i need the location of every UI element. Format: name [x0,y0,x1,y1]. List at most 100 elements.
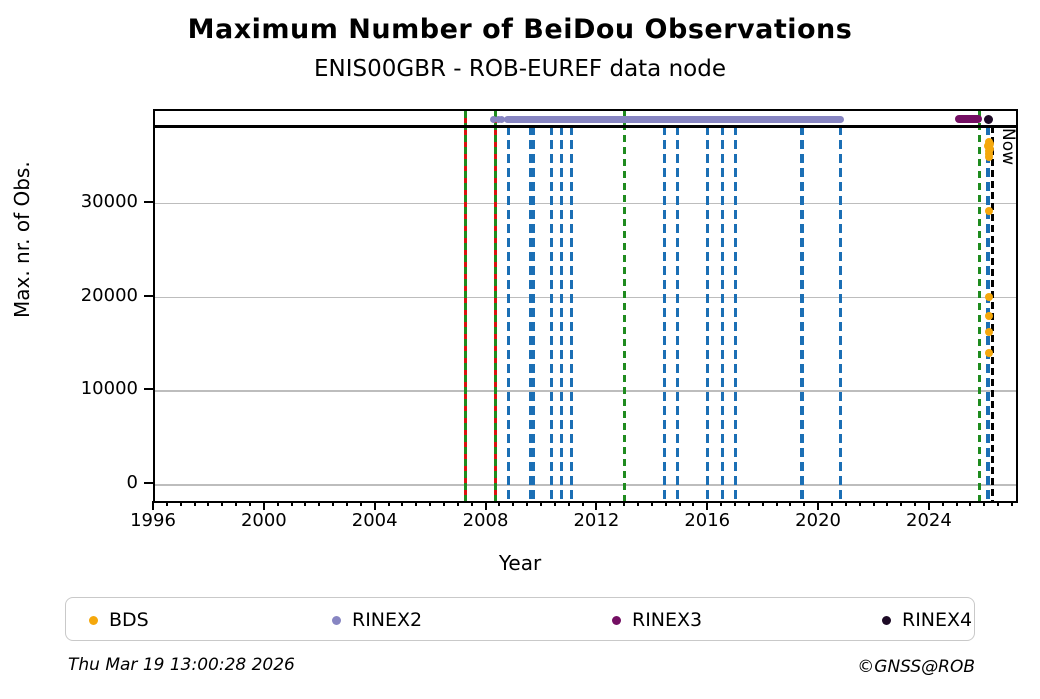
x-axis-tick-minor [567,501,570,506]
gridline [155,202,1016,205]
legend: BDS RINEX2 RINEX3 RINEX4 [65,597,975,641]
x-tick-label: 2020 [795,510,841,531]
plot-area: Now [153,109,1018,503]
legend-item-bds: BDS [89,598,149,642]
x-axis-tick-minor [332,501,335,506]
legend-item-rinex3: RINEX3 [612,598,702,642]
x-axis-tick-minor [983,501,986,506]
x-axis-tick-minor [318,501,321,506]
event-line-blue [531,126,536,501]
series-dot-rinex2 [494,115,502,123]
event-line-blue [720,126,725,501]
plot-canvas: Now [155,111,1018,501]
x-axis-tick-minor [290,501,293,506]
figure-title: Maximum Number of BeiDou Observations [187,14,853,45]
legend-item-rinex4: RINEX4 [882,598,972,642]
x-axis-tick-minor [858,501,861,506]
x-tick-label: 2016 [684,510,731,531]
rinex4-marker-icon [882,615,891,625]
x-tick-label: 2004 [351,510,398,531]
x-axis-tick-minor [678,501,681,506]
x-axis-tick-minor [387,501,390,506]
series-run-rinex3 [955,114,983,123]
event-line-blue [734,126,738,501]
x-axis-tick-minor [720,501,723,506]
x-axis-tick-major [817,501,820,510]
x-tick-label: 2008 [462,510,509,531]
x-axis-tick-minor [900,501,903,506]
x-tick-label: 1996 [130,510,176,531]
x-axis-tick-minor [581,501,584,506]
x-tick-label: 2000 [240,510,287,531]
x-axis-tick-major [484,501,487,510]
x-axis-tick-minor [415,501,418,506]
gridline [155,484,1016,486]
x-axis-tick-minor [221,501,224,506]
legend-label-bds: BDS [109,609,149,631]
y-axis-tick [144,200,153,203]
x-axis-tick-minor [997,501,1000,506]
x-axis-label: Year [498,551,542,575]
event-line-green [978,111,982,501]
footer-credit: ©GNSS@ROB [857,657,975,677]
y-axis-tick [144,482,153,485]
series-dot-rinex2 [490,115,498,123]
event-line-blue [705,126,710,501]
x-axis-tick-minor [955,501,958,506]
series-dot-bds [984,152,993,161]
x-axis-tick-minor [623,501,626,506]
event-line-blue [838,126,842,501]
x-axis-tick-major [927,501,930,510]
event-line-blue [676,126,680,501]
rinex2-marker-icon [332,615,341,625]
y-tick-label: 20000 [80,284,138,306]
x-axis-tick-minor [941,501,944,506]
x-axis-tick-minor [830,501,833,506]
event-line-blue [549,126,554,501]
x-axis-tick-minor [761,501,764,506]
x-tick-label: 2024 [906,510,952,531]
x-axis-tick-minor [470,501,473,506]
gridline [155,390,1016,392]
x-axis-tick-minor [539,501,542,506]
event-line-blue [662,126,666,501]
x-axis-tick-minor [512,501,515,506]
x-axis-tick-minor [526,501,529,506]
x-axis-tick-minor [844,501,847,506]
y-tick-label: 30000 [80,190,138,212]
event-line-green [463,111,467,501]
series-dot-bds [985,206,994,215]
legend-label-rinex3: RINEX3 [632,609,703,631]
x-tick-label: 2012 [573,510,620,531]
series-dot-bds [985,327,994,336]
series-run-rinex2 [504,115,844,123]
event-line-blue [800,126,804,501]
series-dot-bds [985,292,994,301]
x-axis-tick-minor [276,501,279,506]
event-line-green [493,111,497,501]
x-axis-tick-minor [165,501,168,506]
figure-subtitle: ENIS00GBR - ROB-EUREF data node [314,56,726,82]
x-axis-tick-minor [248,501,251,506]
event-line-blue [559,126,564,501]
x-axis-tick-minor [359,501,362,506]
series-dot-rinex2 [498,115,506,123]
x-axis-tick-minor [207,501,210,506]
x-axis-tick-minor [914,501,917,506]
x-axis-tick-minor [872,501,875,506]
gridline [155,296,1016,299]
x-axis-tick-minor [609,501,612,506]
x-axis-tick-minor [456,501,459,506]
x-axis-tick-minor [345,501,348,506]
x-axis-tick-minor [650,501,653,506]
bds-marker-icon [89,615,98,625]
series-dot-bds [985,312,994,321]
x-axis-tick-major [706,501,709,510]
legend-item-rinex2: RINEX2 [332,598,422,642]
x-axis-tick-minor [401,501,404,506]
x-axis-tick-minor [1011,501,1014,506]
x-axis-tick-minor [553,501,556,506]
x-axis-tick-minor [429,501,432,506]
x-axis-tick-major [595,501,598,510]
